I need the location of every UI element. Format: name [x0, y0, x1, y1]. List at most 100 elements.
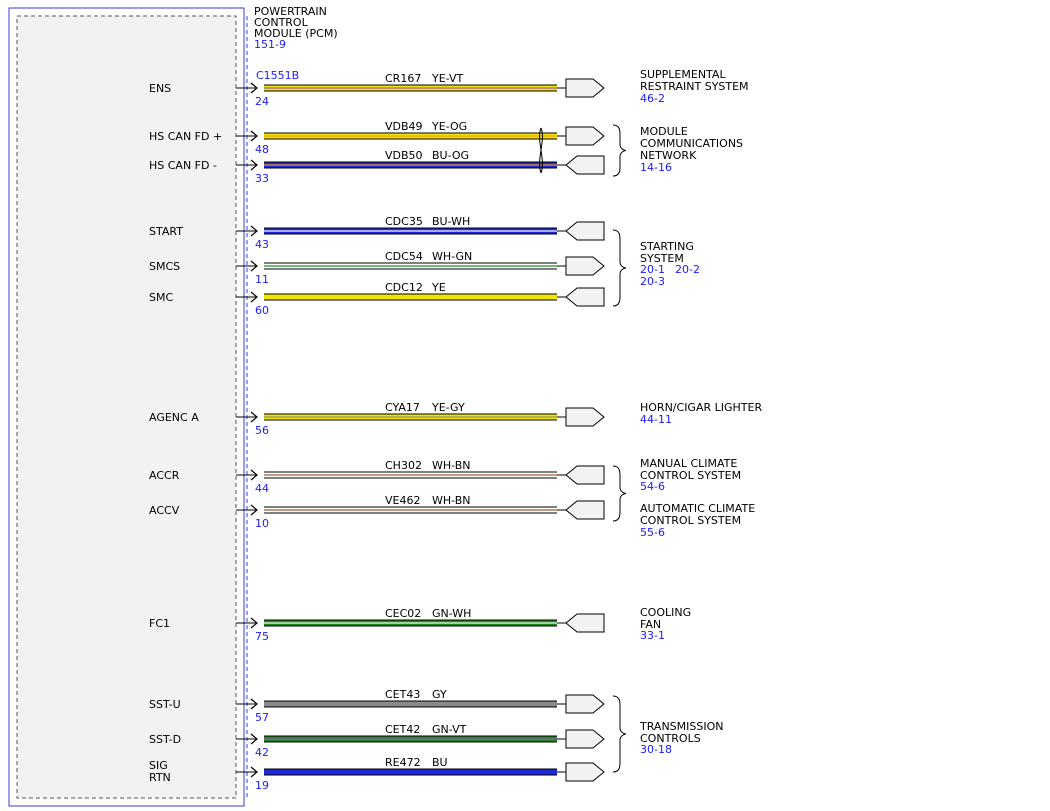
page-ref-link[interactable]: 20-3: [640, 275, 665, 288]
page-ref-link[interactable]: 44-11: [640, 413, 672, 426]
wire-RE472[interactable]: [264, 769, 557, 775]
wire-color-code: WH-BN: [432, 494, 471, 507]
circuit-id: CEC02: [385, 607, 421, 620]
wire-color-code: YE: [431, 281, 446, 294]
page-ref-link[interactable]: 20-2: [675, 263, 700, 276]
pin-arrow-icon: [250, 504, 258, 516]
group-brace: [612, 229, 627, 307]
signal-label: HS CAN FD -: [149, 159, 217, 172]
page-ref-link[interactable]: 55-6: [640, 526, 665, 539]
destination-label: NETWORK: [640, 149, 697, 162]
destination-label: COMMUNICATIONS: [640, 137, 743, 150]
twisted-pair-icon: [539, 127, 543, 174]
pin-arrow-icon: [250, 82, 258, 94]
wire-CDC12[interactable]: [264, 294, 557, 300]
destination-label: SUPPLEMENTAL: [640, 68, 726, 81]
pin-number: 11: [255, 273, 269, 286]
wire-stripe: [264, 622, 557, 624]
wire-stripe: [264, 265, 557, 267]
page-ref-link[interactable]: 54-6: [640, 480, 665, 493]
signal-label: SMC: [149, 291, 173, 304]
page-ref-link[interactable]: 33-1: [640, 629, 665, 642]
group-brace: [612, 465, 627, 522]
destination-label: CONTROL SYSTEM: [640, 469, 741, 482]
pin-arrow-icon: [250, 469, 258, 481]
group-brace: [612, 695, 627, 773]
pin-number: 33: [255, 172, 269, 185]
wire-stripe: [264, 509, 557, 511]
signal-label: SST-D: [149, 733, 181, 746]
wire-stripe: [264, 164, 557, 166]
wire-stripe: [264, 416, 557, 418]
module-inner-border: [16, 15, 237, 799]
signal-label: HS CAN FD +: [149, 130, 222, 143]
inline-connector-icon: [565, 287, 605, 307]
circuit-id: CET43: [385, 688, 420, 701]
circuit-id: VDB49: [385, 120, 423, 133]
circuit-id: CDC54: [385, 250, 423, 263]
destination-label: FAN: [640, 618, 661, 631]
pin-number: 10: [255, 517, 269, 530]
connector-id: C1551B: [256, 69, 299, 82]
pin-arrow-icon: [250, 159, 258, 171]
destination-label: COOLING: [640, 606, 691, 619]
wire-CET43[interactable]: [264, 701, 557, 707]
inline-connector-icon: [565, 465, 605, 485]
signal-label: AGENC A: [149, 411, 199, 424]
wire-color-code: WH-GN: [432, 250, 472, 263]
pin-arrow-icon: [250, 698, 258, 710]
module-outer-border: [8, 7, 245, 807]
signal-label: ENS: [149, 82, 171, 95]
destination-label: MODULE: [640, 125, 688, 138]
signal-label: FC1: [149, 617, 170, 630]
pin-arrow-icon: [250, 766, 258, 778]
page-ref-link[interactable]: 20-1: [640, 263, 665, 276]
pin-number: 57: [255, 711, 269, 724]
pin-arrow-icon: [250, 260, 258, 272]
circuit-id: VE462: [385, 494, 420, 507]
page-ref-link[interactable]: 30-18: [640, 743, 672, 756]
wire-color-code: YE-GY: [431, 401, 465, 414]
inline-connector-icon: [565, 613, 605, 633]
signal-label: SST-U: [149, 698, 181, 711]
pin-arrow-icon: [250, 733, 258, 745]
page-ref-link[interactable]: 14-16: [640, 161, 672, 174]
wire-color-code: BU-WH: [432, 215, 470, 228]
wire-color-code: GY: [432, 688, 447, 701]
inline-connector-icon: [565, 729, 605, 749]
module-ref-link[interactable]: 151-9: [254, 38, 286, 51]
wire-stripe: [264, 135, 557, 137]
wire-stripe: [264, 738, 557, 740]
wire-color-code: GN-WH: [432, 607, 471, 620]
wire-color-code: BU-OG: [432, 149, 469, 162]
page-ref-link[interactable]: 46-2: [640, 92, 665, 105]
inline-connector-icon: [565, 500, 605, 520]
wire-color-code: GN-VT: [432, 723, 467, 736]
signal-label: SMCS: [149, 260, 180, 273]
wire-color-code: YE-VT: [431, 72, 464, 85]
destination-label: HORN/CIGAR LIGHTER: [640, 401, 762, 414]
circuit-id: VDB50: [385, 149, 423, 162]
pin-arrow-icon: [250, 617, 258, 629]
pin-number: 75: [255, 630, 269, 643]
circuit-id: RE472: [385, 756, 421, 769]
destination-label: TRANSMISSION: [639, 720, 723, 733]
pin-number: 56: [255, 424, 269, 437]
pin-number: 60: [255, 304, 269, 317]
pin-arrow-icon: [250, 225, 258, 237]
signal-label: START: [149, 225, 183, 238]
circuit-id: CDC12: [385, 281, 423, 294]
inline-connector-icon: [565, 221, 605, 241]
group-brace: [612, 124, 627, 177]
inline-connector-icon: [565, 78, 605, 98]
destination-label: MANUAL CLIMATE: [640, 457, 737, 470]
destination-label: SYSTEM: [640, 252, 684, 265]
inline-connector-icon: [565, 256, 605, 276]
circuit-id: CET42: [385, 723, 420, 736]
circuit-id: CH302: [385, 459, 422, 472]
destination-label: AUTOMATIC CLIMATE: [640, 502, 755, 515]
wire-color-code: YE-OG: [431, 120, 467, 133]
inline-connector-icon: [565, 694, 605, 714]
signal-label: SIG RTN: [149, 759, 171, 784]
